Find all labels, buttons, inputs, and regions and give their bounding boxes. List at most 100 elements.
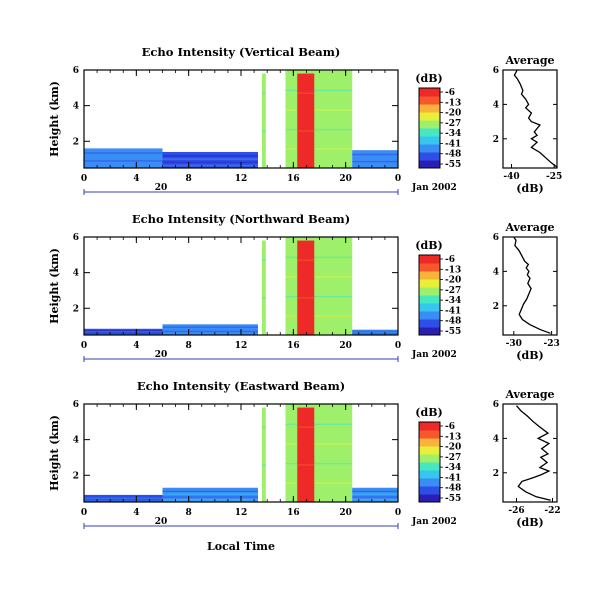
x-tick-label: 8 [186,174,192,184]
colorbar-2: (dB)-6-13-20-27-34-41-48-55 [415,239,461,337]
heat-texture [162,328,259,331]
colorbar-tick-label: -55 [445,327,461,337]
heat-texture [297,483,315,485]
heat-texture [352,157,398,159]
heat-texture [285,109,353,111]
heat-texture [162,155,259,157]
heat-texture [352,153,398,156]
heat-region [285,70,353,168]
heat-texture [285,443,353,445]
colorbar-swatch [419,446,440,455]
colorbar-swatch [419,128,440,137]
x-tick-label: 0 [395,174,401,184]
heat-texture [261,111,266,113]
colorbar-swatch [419,454,440,463]
x-axis-label: Local Time [207,540,275,553]
average-title: Average [504,54,554,67]
colorbar-swatch [419,152,440,161]
y-tick-label: 4 [493,100,499,110]
x-tick-label: 12 [235,508,248,518]
colorbar-swatch [419,120,440,129]
heat-texture [162,490,259,493]
average-title: Average [504,221,554,234]
colorbar-swatch [419,478,440,487]
y-tick-label: 4 [73,102,79,112]
heat-texture [297,426,315,428]
panel-title: Echo Intensity (Vertical Beam) [142,45,341,59]
heat-texture [261,278,266,280]
heat-texture [297,316,315,318]
y-tick-label: 6 [493,66,499,76]
heat-texture [297,445,315,447]
heat-texture [84,330,163,332]
heat-texture [297,297,315,299]
x-tick-label: 0 [81,341,87,351]
heat-texture [261,259,266,261]
y-tick-label: 6 [73,400,79,410]
heat-texture [352,331,398,334]
colorbar-tick-label: -20 [445,443,461,453]
colorbar-swatch [419,462,440,471]
heat-texture [352,493,398,495]
heat-texture [261,316,266,318]
heat-texture [261,149,266,151]
x-tick-label: 16 [287,508,300,518]
x-tick-label: -26 [508,506,524,516]
heat-texture [285,315,353,317]
x-tick-label: -25 [546,172,562,182]
heat-texture [285,89,353,92]
heat-texture [162,326,259,328]
colorbar-swatch [419,430,440,439]
heatmap-panel-3: Echo Intensity (Eastward Beam) Height (km… [48,379,457,529]
colorbar-swatch [419,287,440,296]
y-tick-label: 4 [73,269,79,279]
heat-texture [285,482,353,484]
colorbar-unit: (dB) [415,72,442,85]
colorbar-tick-label: -55 [445,160,461,170]
average-panel-1: Average 6 4 2 -40 -25(dB) [493,54,563,195]
y-tick-label: 2 [493,302,499,312]
colorbar-swatch [419,263,440,272]
x-tick-label: -30 [506,339,522,349]
colorbar-swatch [419,255,440,264]
colorbar-swatch [419,112,440,121]
date-label: Jan 2002 [411,183,457,193]
heat-texture [162,161,259,164]
y-axis-label: Height (km) [48,248,61,324]
heat-texture [297,464,315,466]
heat-texture [84,496,163,498]
y-tick-label: 2 [73,137,79,147]
heat-region [285,404,353,502]
average-frame [502,403,558,503]
heat-region [297,240,315,335]
heat-texture [261,426,266,428]
y-tick-label: 2 [73,471,79,481]
x-tick-label: -23 [543,339,559,349]
x-tick-label: 0 [395,341,401,351]
heat-texture [261,464,266,466]
heat-texture [297,149,315,151]
heat-texture [352,164,398,166]
colorbar-swatch [419,271,440,280]
heat-texture [162,332,259,335]
colorbar-tick-label: -27 [445,453,461,463]
heat-region [261,73,266,168]
heat-texture [261,130,266,132]
colorbar-3: (dB)-6-13-20-27-34-41-48-55 [415,406,461,504]
y-tick-label: 6 [73,66,79,76]
colorbar-tick-label: -6 [445,88,455,98]
colorbar-frame [418,254,441,336]
x-tick-label: 20 [339,341,352,351]
x-tick-label: -40 [503,172,519,182]
colorbar-swatch [419,486,440,495]
colorbar-tick-label: -13 [445,98,461,108]
colorbar-tick-label: -27 [445,119,461,129]
colorbar-tick-label: -13 [445,432,461,442]
colorbar-tick-label: -6 [445,422,455,432]
heat-texture [162,330,259,333]
colorbar-tick-label: -41 [445,473,461,483]
colorbar-swatch [419,279,440,288]
y-tick-label: 2 [493,469,499,479]
date-label: Jan 2002 [411,350,457,360]
